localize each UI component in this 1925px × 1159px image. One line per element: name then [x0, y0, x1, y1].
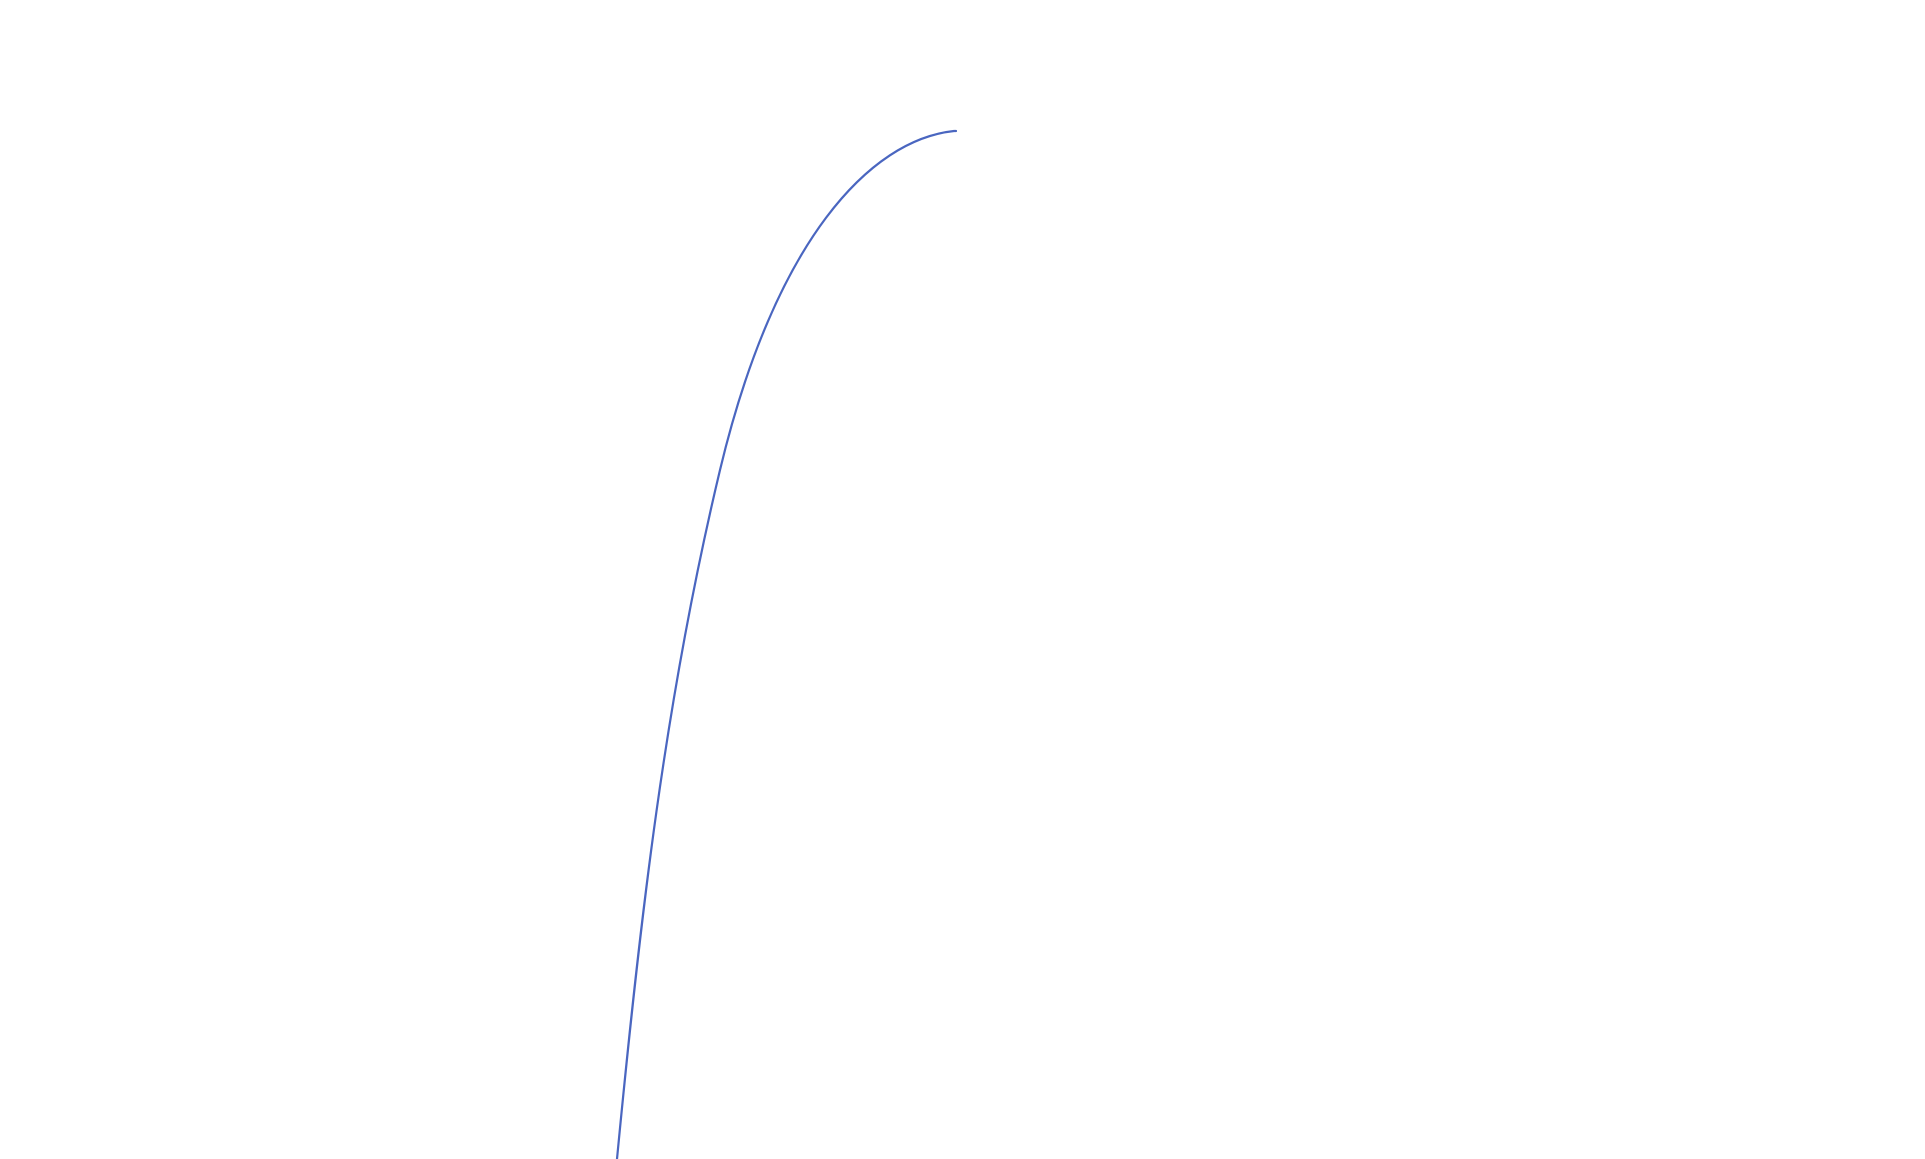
- series-line: [615, 129, 958, 1159]
